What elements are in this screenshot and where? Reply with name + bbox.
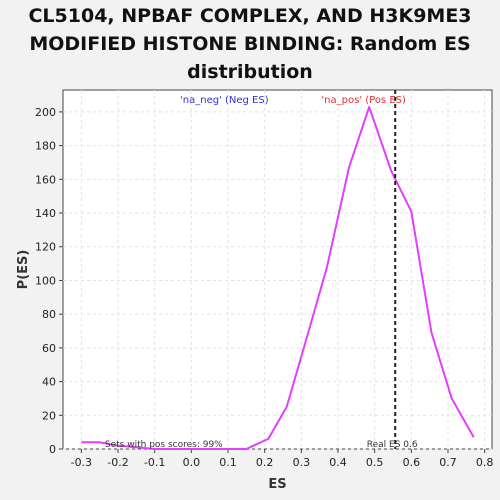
y-tick-label: 120 — [35, 241, 56, 254]
x-tick-label: -0.1 — [144, 456, 165, 469]
x-tick-label: 0.3 — [293, 456, 311, 469]
x-tick-label: 0.7 — [439, 456, 457, 469]
chart-title-line-3: distribution — [187, 61, 313, 83]
y-tick-label: 160 — [35, 173, 56, 186]
y-tick-label: 80 — [42, 308, 56, 321]
y-tick-label: 0 — [49, 443, 56, 456]
legend-pos: 'na_pos' (Pos ES) — [321, 95, 406, 106]
y-tick-label: 20 — [42, 409, 56, 422]
real-es-label: Real ES 0.6 — [367, 440, 418, 450]
x-axis-label: ES — [268, 477, 286, 492]
x-tick-label: 0.8 — [476, 456, 494, 469]
y-tick-label: 100 — [35, 274, 56, 287]
pos-scores-annotation: Sets with pos scores: 99% — [105, 440, 223, 450]
x-tick-label: 0.1 — [219, 456, 237, 469]
x-tick-label: -0.2 — [107, 456, 128, 469]
series-layer — [81, 105, 475, 450]
x-axis: -0.3 -0.2 -0.1 0.0 0.1 0.2 0.3 0.4 0.5 0.6 0.7 0.8 — [71, 449, 494, 469]
x-tick-label: -0.3 — [71, 456, 92, 469]
x-tick-label: 0.2 — [256, 456, 274, 469]
y-tick-label: 200 — [35, 106, 56, 119]
y-tick-label: 180 — [35, 140, 56, 153]
es-distribution-line — [81, 105, 475, 450]
legend-neg: 'na_neg' (Neg ES) — [180, 95, 269, 106]
y-tick-label: 60 — [42, 342, 56, 355]
x-tick-label: 0.4 — [329, 456, 347, 469]
x-tick-label: 0.5 — [366, 456, 384, 469]
x-tick-label: 0.0 — [183, 456, 201, 469]
chart-title-line-2: MODIFIED HISTONE BINDING: Random ES — [29, 33, 470, 55]
x-tick-label: 0.6 — [403, 456, 421, 469]
y-axis-label: P(ES) — [16, 250, 31, 290]
plot-area — [62, 89, 493, 450]
y-tick-label: 40 — [42, 376, 56, 389]
y-tick-label: 140 — [35, 207, 56, 220]
y-axis: 0 20 40 60 80 100 120 140 160 180 200 — [35, 106, 63, 456]
chart-title-line-1: CL5104, NPBAF COMPLEX, AND H3K9ME3 — [28, 5, 471, 27]
